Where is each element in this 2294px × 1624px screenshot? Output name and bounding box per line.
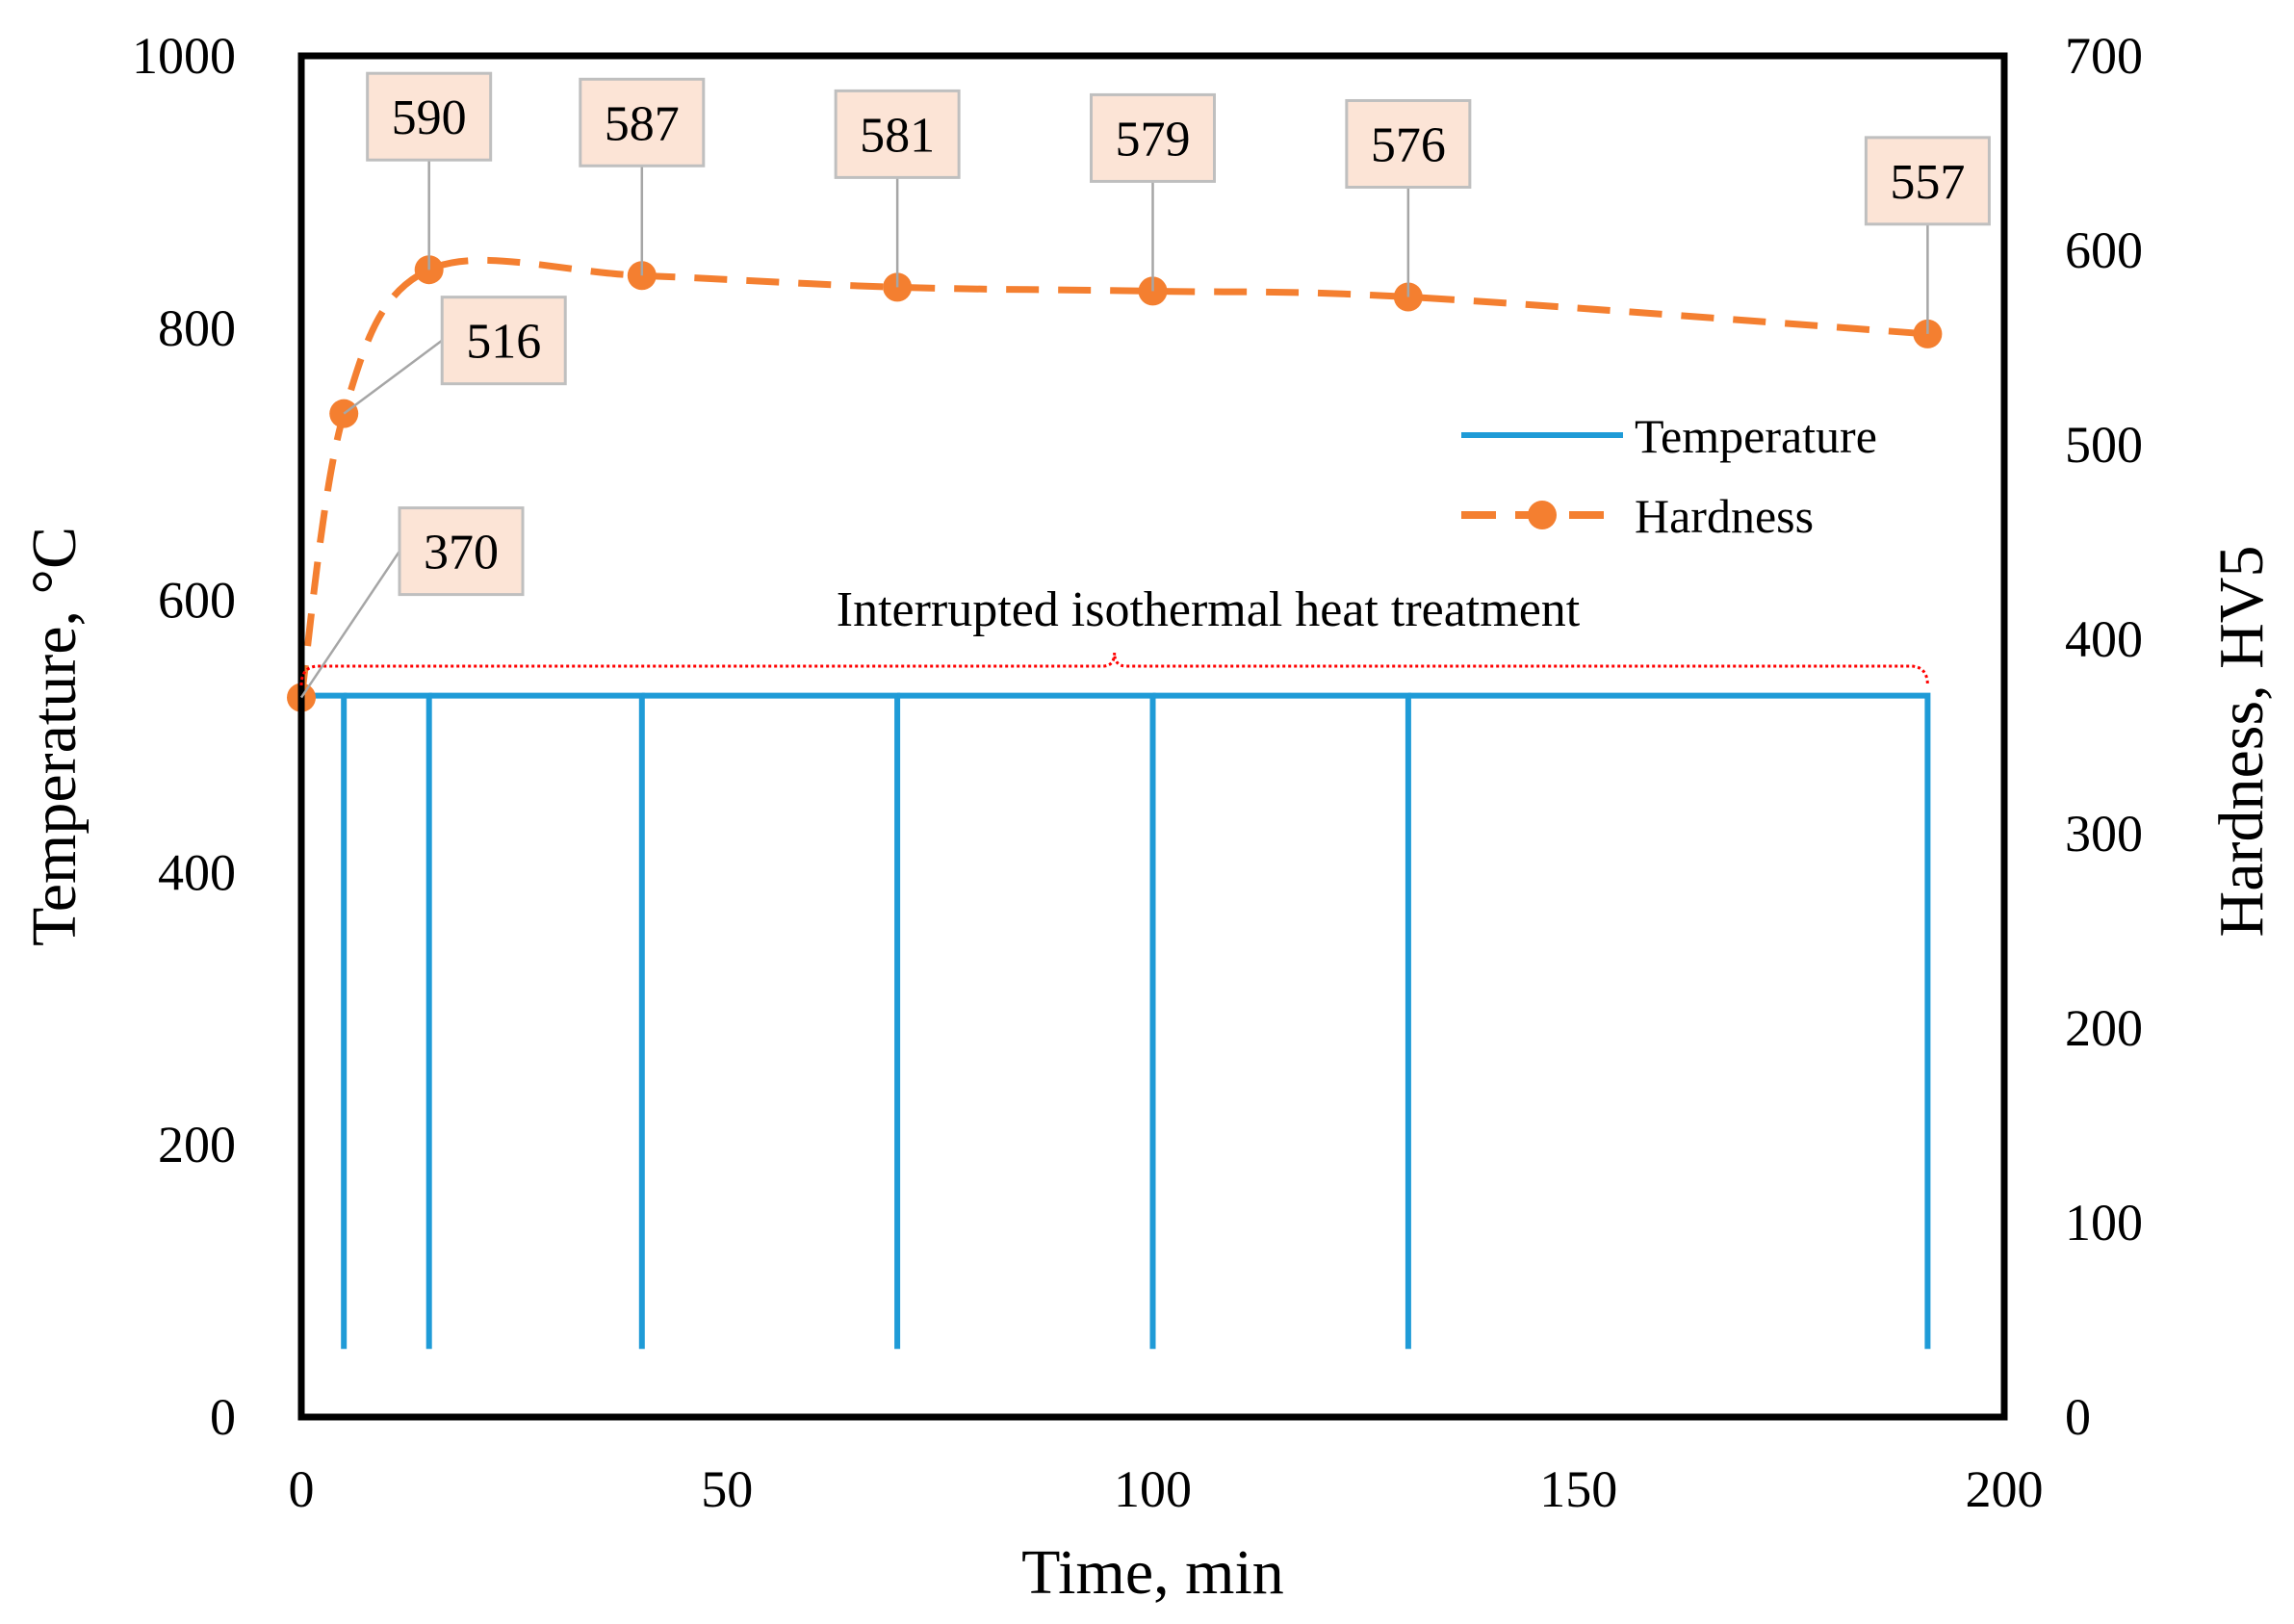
x-tick-label: 150 (1539, 1460, 1617, 1518)
left-y-tick-label: 600 (158, 572, 236, 630)
data-label-box (398, 506, 525, 597)
data-label: 576 (1371, 117, 1446, 172)
left-y-tick-label: 0 (210, 1388, 236, 1446)
right-y-tick-label: 300 (2065, 805, 2143, 863)
data-label-box (440, 296, 567, 386)
legend-hardness-marker (1528, 501, 1557, 529)
data-label: 557 (1890, 155, 1965, 210)
left-y-tick-label: 1000 (132, 27, 236, 85)
data-label: 370 (424, 526, 499, 580)
right-y-tick-label: 200 (2065, 999, 2143, 1057)
right-y-tick-label: 600 (2065, 221, 2143, 279)
x-axis-title: Time, min (1021, 1537, 1284, 1608)
right-y-tick-label: 700 (2065, 27, 2143, 85)
x-tick-label: 100 (1114, 1460, 1192, 1518)
data-label-box (1345, 98, 1472, 189)
right-y-tick-label: 400 (2065, 610, 2143, 668)
temperature-series-segment (1407, 692, 1931, 1350)
data-labels-layer: 370 516 590 587 581 579 576 557 (299, 71, 1991, 699)
right-y-tick-label: 0 (2065, 1388, 2091, 1446)
data-label: 590 (392, 90, 467, 145)
right-y-tick-label: 100 (2065, 1194, 2143, 1251)
left-y-tick-label: 800 (158, 299, 236, 357)
data-label-box (579, 77, 706, 168)
annotation-bracket (299, 652, 1929, 686)
left-y-axis-title: Temperature, °C (19, 527, 90, 946)
annotation-text: Interrupted isothermal heat treatment (837, 582, 1581, 637)
x-axis-ticks: 0 50 100 150 200 (289, 1460, 2044, 1518)
data-label-box (1090, 92, 1216, 183)
annotation-layer: Interrupted isothermal heat treatment (299, 582, 1929, 686)
left-y-axis-ticks: 0 200 400 600 800 1000 (132, 27, 236, 1446)
x-tick-label: 0 (289, 1460, 315, 1518)
data-label-leader (299, 550, 401, 699)
left-y-tick-label: 200 (158, 1116, 236, 1173)
legend: Temperature Hardness (1461, 409, 1877, 543)
x-tick-label: 50 (701, 1460, 753, 1518)
legend-temperature-label: Temperature (1635, 409, 1877, 463)
data-label: 587 (605, 96, 680, 151)
plot-area-frame (297, 52, 2008, 1421)
hardness-series-line (297, 256, 1928, 699)
right-y-axis-title: Hardness, HV5 (2206, 546, 2277, 938)
data-label: 579 (1116, 112, 1191, 167)
data-label-leader (343, 339, 443, 415)
data-label-box (1864, 136, 1991, 226)
data-label: 581 (860, 108, 935, 163)
legend-hardness-label: Hardness (1635, 489, 1814, 543)
data-label-box (834, 89, 961, 179)
left-y-tick-label: 400 (158, 843, 236, 901)
right-y-axis-ticks: 0 100 200 300 400 500 600 700 (2065, 27, 2143, 1446)
right-y-tick-label: 500 (2065, 416, 2143, 474)
x-tick-label: 200 (1966, 1460, 2044, 1518)
data-label-box (366, 71, 493, 162)
data-label: 516 (466, 315, 541, 370)
